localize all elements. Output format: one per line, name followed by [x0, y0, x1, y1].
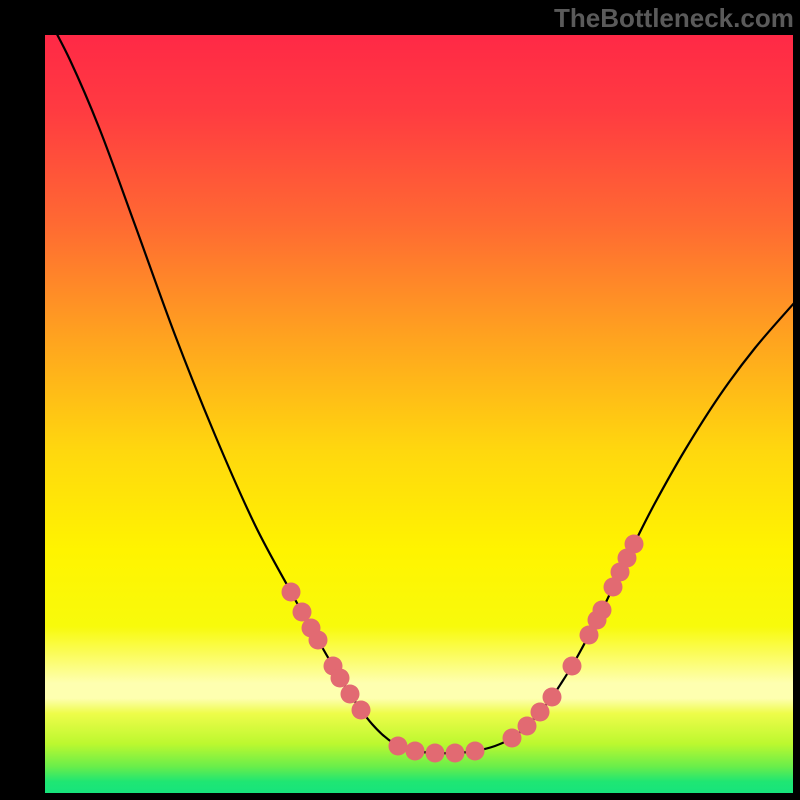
data-marker [543, 688, 562, 707]
data-marker [309, 631, 328, 650]
data-marker [518, 717, 537, 736]
data-marker [331, 669, 350, 688]
data-marker [341, 685, 360, 704]
data-marker [406, 742, 425, 761]
watermark-text: TheBottleneck.com [554, 3, 794, 34]
data-marker [503, 729, 522, 748]
data-marker [389, 737, 408, 756]
data-marker [593, 601, 612, 620]
gradient-background [45, 35, 793, 793]
data-marker [563, 657, 582, 676]
data-marker [466, 742, 485, 761]
data-marker [352, 701, 371, 720]
data-marker [293, 603, 312, 622]
data-marker [625, 535, 644, 554]
data-marker [446, 744, 465, 763]
bottleneck-chart [45, 35, 793, 793]
data-marker [282, 583, 301, 602]
data-marker [531, 703, 550, 722]
data-marker [426, 744, 445, 763]
